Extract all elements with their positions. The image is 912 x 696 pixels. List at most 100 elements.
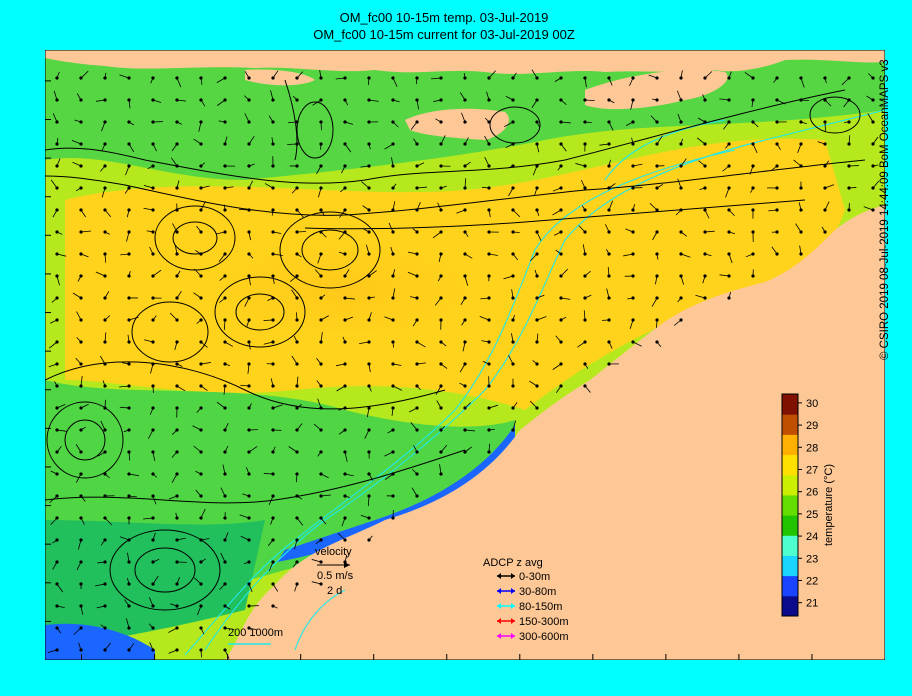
current-vector-head [319,164,323,168]
current-vector [220,552,226,563]
current-vector-head [223,472,227,476]
current-vector [200,508,206,519]
current-vector [101,121,106,132]
current-vector-head [559,76,563,80]
current-vector-head [391,362,395,366]
current-vector-head [535,340,539,344]
current-vector-head [271,450,275,454]
colorbar-cell [782,434,798,456]
current-vector-head [343,274,347,278]
current-vector-head [55,230,59,234]
current-vector-head [871,76,875,80]
velocity-key-arrowhead [344,562,350,568]
current-vector-head [175,384,179,388]
current-vector-head [751,252,755,256]
current-vector-head [415,274,419,278]
current-vector-head [463,428,467,432]
current-vector-head [535,164,539,168]
current-vector [80,376,83,387]
current-vector-head [751,186,755,190]
current-vector-head [79,98,83,102]
current-vector-head [751,120,755,124]
current-vector-head [103,120,107,124]
current-vector-head [679,76,683,80]
current-vector-head [199,384,203,388]
current-vector-head [799,208,803,212]
current-vector-head [247,296,251,300]
southwest-cold-patch [45,623,155,660]
current-vector-head [631,164,635,168]
current-vector-head [439,296,443,300]
current-vector-head [199,362,203,366]
current-vector-head [223,384,227,388]
current-vector-head [343,296,347,300]
current-vector-head [799,76,803,80]
current-vector-head [127,648,131,652]
current-vector [268,561,274,572]
current-vector [512,420,517,431]
current-vector-head [727,76,731,80]
current-vector [552,363,562,370]
current-vector-head [703,186,707,190]
current-vector-head [367,98,371,102]
current-vector-head [487,450,491,454]
current-vector-head [175,582,179,586]
map-title-line1: OM_fc00 10-15m temp. 03-Jul-2019 [339,10,549,25]
current-vector [503,275,514,280]
current-vector-head [151,560,155,564]
current-vector [150,363,154,374]
current-vector-head [679,120,683,124]
current-vector-head [631,252,635,256]
current-vector-head [175,318,179,322]
current-vector-head [151,604,155,608]
current-vector-head [463,318,467,322]
colorbar-tick-label: 21 [806,598,818,610]
current-vector-head [751,208,755,212]
current-vector [320,332,323,343]
current-vector [531,69,538,79]
current-vector-head [391,186,395,190]
current-vector-head [655,120,659,124]
current-vector-head [103,428,107,432]
current-vector [244,297,250,307]
current-vector-head [703,296,707,300]
current-vector [367,495,370,506]
current-vector-head [343,252,347,256]
current-vector-head [151,384,155,388]
current-vector-head [175,142,179,146]
current-vector-head [415,230,419,234]
current-vector-head [583,296,587,300]
current-vector-head [247,120,251,124]
current-vector-head [199,626,203,630]
current-vector-head [127,318,131,322]
current-vector-head [151,626,155,630]
current-vector-head [367,164,371,168]
current-vector-head [391,76,395,80]
indonesia-coast [45,50,885,74]
current-vector-head [79,208,83,212]
current-vector-head [175,186,179,190]
current-vector-head [439,164,443,168]
current-vector [464,429,475,432]
current-vector [368,99,379,102]
current-vector-head [151,428,155,432]
current-vector [119,74,130,79]
current-vector [198,121,202,132]
current-vector-head [511,318,515,322]
current-vector [77,539,82,550]
current-vector-head [103,450,107,454]
current-vector-head [655,252,659,256]
current-vector-head [79,604,83,608]
current-vector-head [103,164,107,168]
current-vector-head [55,142,59,146]
current-vector-head [631,142,635,146]
current-vector-head [343,98,347,102]
current-vector-head [223,450,227,454]
current-vector [608,200,613,211]
current-vector-head [631,274,635,278]
current-vector-head [247,76,251,80]
current-vector [194,268,202,277]
current-vector [171,157,178,167]
current-vector-head [295,230,299,234]
current-vector [101,187,106,198]
